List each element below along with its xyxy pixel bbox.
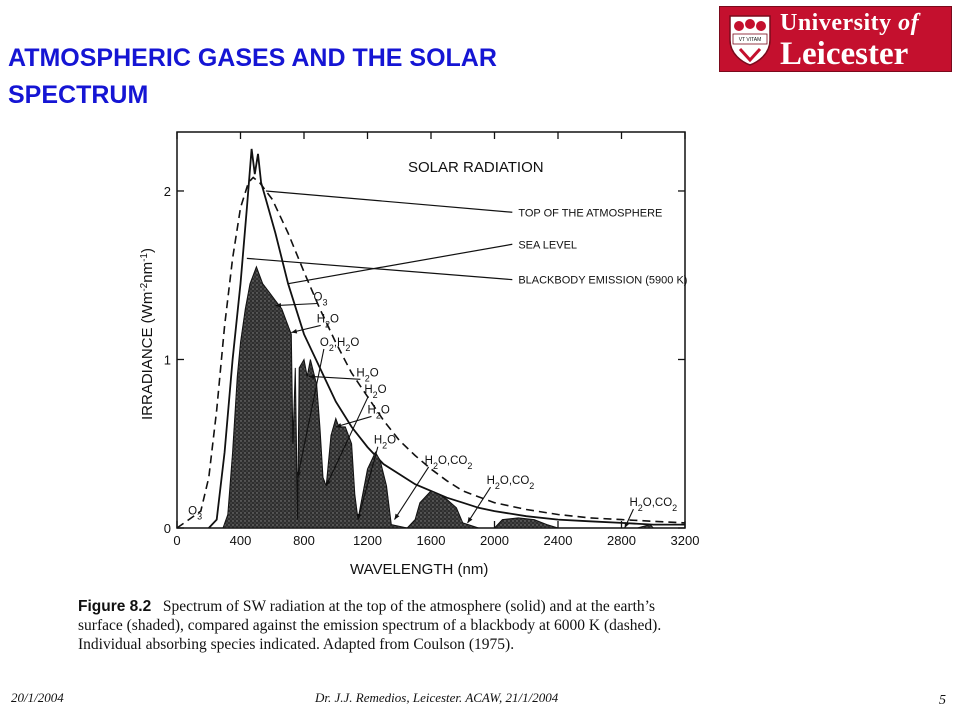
absorber-arrow [467, 486, 492, 524]
x-tick-label: 1600 [417, 533, 446, 548]
logo-line-1-of: of [898, 10, 920, 36]
y-tick-label: 1 [164, 352, 171, 367]
caption-line-1: Figure 8.2 Spectrum of SW radiation at t… [78, 597, 818, 616]
absorber-label: O3 [188, 506, 202, 522]
series-layer [176, 148, 686, 529]
absorber-label: H2O [364, 384, 386, 400]
legend-leader-line [246, 257, 513, 281]
series-sea-level-area [222, 265, 655, 529]
svg-text:VT VITAM: VT VITAM [739, 37, 762, 43]
absorber-arrowhead [326, 479, 331, 486]
absorber-arrowhead [275, 302, 282, 308]
absorber-arrow [297, 348, 325, 478]
absorber-arrow [357, 446, 379, 520]
absorber-label: H2O,CO2 [629, 497, 677, 513]
legend-label: SEA LEVEL [518, 239, 577, 251]
footer-author: Dr. J.J. Remedios, Leicester. ACAW, 21/1… [315, 690, 559, 705]
x-tick-label: 400 [230, 533, 252, 548]
x-tick-label: 3200 [671, 533, 700, 548]
legend-label: TOP OF THE ATMOSPHERE [518, 207, 662, 219]
slide-title-line-2: SPECTRUM [8, 81, 149, 109]
legend-label: BLACKBODY EMISSION (5900 K) [518, 275, 687, 287]
y-tick-label: 2 [164, 184, 171, 199]
x-axis-ticks: 0 400 800 1200 1600 2000 2400 2800 3200 [173, 132, 699, 548]
series-blackbody-line [176, 176, 686, 529]
university-logo: VT VITAM University of Leicester [719, 6, 952, 72]
absorber-label: H2O [317, 313, 339, 329]
legend-leader-line [288, 243, 513, 285]
footer-date: 20/1/2004 [11, 690, 64, 705]
y-tick-label: 0 [164, 521, 171, 536]
absorber-label: H2O [368, 404, 390, 420]
footer-page-number: 5 [939, 693, 946, 708]
absorber-arrow [394, 466, 430, 520]
figure-caption: Figure 8.2 Spectrum of SW radiation at t… [78, 597, 818, 654]
caption-line-2: surface (shaded), compared against the e… [78, 617, 662, 634]
x-tick-label: 2800 [607, 533, 636, 548]
absorber-arrow [335, 415, 372, 428]
x-axis-label: WAVELENGTH (nm) [350, 561, 488, 578]
absorber-arrowhead [394, 513, 400, 520]
absorber-arrowhead [467, 517, 473, 523]
absorber-label: H2O [356, 367, 378, 383]
absorber-arrow [308, 375, 361, 380]
x-tick-label: 0 [173, 533, 180, 548]
absorber-arrowhead [291, 328, 298, 334]
slide-title: ATMOSPHERIC GASES AND THE SOLAR SPECTRUM [8, 40, 708, 114]
absorber-arrowhead [296, 471, 302, 478]
absorber-label: O2,H2O [320, 337, 359, 353]
absorber-label: H2O,CO2 [487, 475, 535, 491]
absorber-label: O3 [314, 292, 328, 308]
absorber-arrowhead [308, 374, 315, 379]
caption-text-1: Spectrum of SW radiation at the top of t… [162, 598, 655, 615]
solar-spectrum-chart: 0 400 800 1200 1600 2000 2400 2800 3200 0 1 2 TOP … [139, 131, 699, 578]
logo-line-2: Leicester [780, 36, 909, 72]
absorber-arrow [275, 302, 318, 307]
x-tick-label: 2400 [544, 533, 573, 548]
caption-label: Figure 8.2 [78, 598, 152, 615]
absorber-label: H2O,CO2 [425, 455, 473, 471]
legend-leader-line [265, 190, 513, 213]
absorber-arrowhead [335, 423, 342, 428]
absorber-arrow [325, 395, 369, 487]
x-tick-label: 800 [293, 533, 315, 548]
absorber-arrowhead [624, 522, 630, 528]
slide-title-line-1: ATMOSPHERIC GASES AND THE SOLAR [8, 44, 497, 72]
y-axis-label: IRRADIANCE (Wm-2nm-1) [139, 248, 157, 420]
chart-title: SOLAR RADIATION [408, 159, 544, 176]
caption-line-3: Individual absorbing species indicated. … [78, 636, 515, 653]
annotations-layer: TOP OF THE ATMOSPHERE SEA LEVEL BLACKBODY … [188, 190, 687, 529]
series-top-atmosphere-line [208, 148, 685, 529]
x-tick-label: 2000 [480, 533, 509, 548]
logo-wordmark: University of Leicester [780, 9, 919, 71]
x-tick-label: 1200 [353, 533, 382, 548]
absorber-arrowhead [357, 513, 362, 520]
logo-line-1: University [780, 10, 892, 36]
absorber-label: H2O [374, 435, 396, 451]
crest-shield-icon: VT VITAM [729, 15, 771, 66]
